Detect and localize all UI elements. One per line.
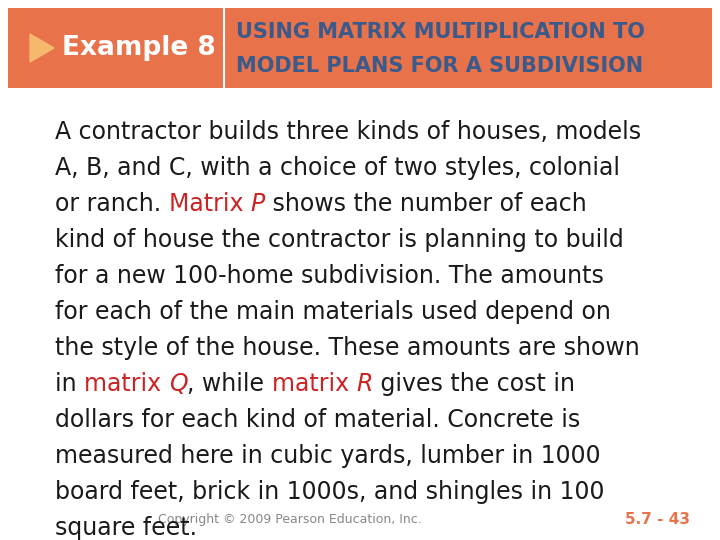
Bar bbox=[8, 8, 712, 88]
Text: USING MATRIX MULTIPLICATION TO: USING MATRIX MULTIPLICATION TO bbox=[236, 22, 645, 42]
Text: A contractor builds three kinds of houses, models: A contractor builds three kinds of house… bbox=[55, 120, 641, 144]
Text: MODEL PLANS FOR A SUBDIVISION: MODEL PLANS FOR A SUBDIVISION bbox=[236, 56, 643, 76]
Text: dollars for each kind of material. Concrete is: dollars for each kind of material. Concr… bbox=[55, 408, 580, 432]
Text: gives the cost in: gives the cost in bbox=[373, 372, 575, 396]
Text: Q: Q bbox=[168, 372, 187, 396]
Text: A, B, and C, with a choice of two styles, colonial: A, B, and C, with a choice of two styles… bbox=[55, 156, 620, 180]
Text: in: in bbox=[55, 372, 84, 396]
Text: matrix: matrix bbox=[84, 372, 168, 396]
Text: Example 8: Example 8 bbox=[62, 35, 216, 61]
Text: for a new 100-home subdivision. The amounts: for a new 100-home subdivision. The amou… bbox=[55, 264, 604, 288]
Text: or ranch.: or ranch. bbox=[55, 192, 168, 216]
Text: board feet, brick in 1000s, and shingles in 100: board feet, brick in 1000s, and shingles… bbox=[55, 480, 605, 504]
Text: R: R bbox=[356, 372, 373, 396]
Text: square feet.: square feet. bbox=[55, 516, 197, 540]
Text: Matrix: Matrix bbox=[168, 192, 251, 216]
Text: the style of the house. These amounts are shown: the style of the house. These amounts ar… bbox=[55, 336, 640, 360]
Text: measured here in cubic yards, lumber in 1000: measured here in cubic yards, lumber in … bbox=[55, 444, 600, 468]
Text: 5.7 - 43: 5.7 - 43 bbox=[625, 512, 690, 528]
Bar bbox=[8, 8, 218, 88]
Text: P: P bbox=[251, 192, 265, 216]
Text: Copyright © 2009 Pearson Education, Inc.: Copyright © 2009 Pearson Education, Inc. bbox=[158, 514, 422, 526]
Text: shows the number of each: shows the number of each bbox=[265, 192, 587, 216]
Text: kind of house the contractor is planning to build: kind of house the contractor is planning… bbox=[55, 228, 624, 252]
Text: for each of the main materials used depend on: for each of the main materials used depe… bbox=[55, 300, 611, 324]
Polygon shape bbox=[30, 34, 54, 62]
Text: matrix: matrix bbox=[272, 372, 356, 396]
Text: , while: , while bbox=[187, 372, 272, 396]
